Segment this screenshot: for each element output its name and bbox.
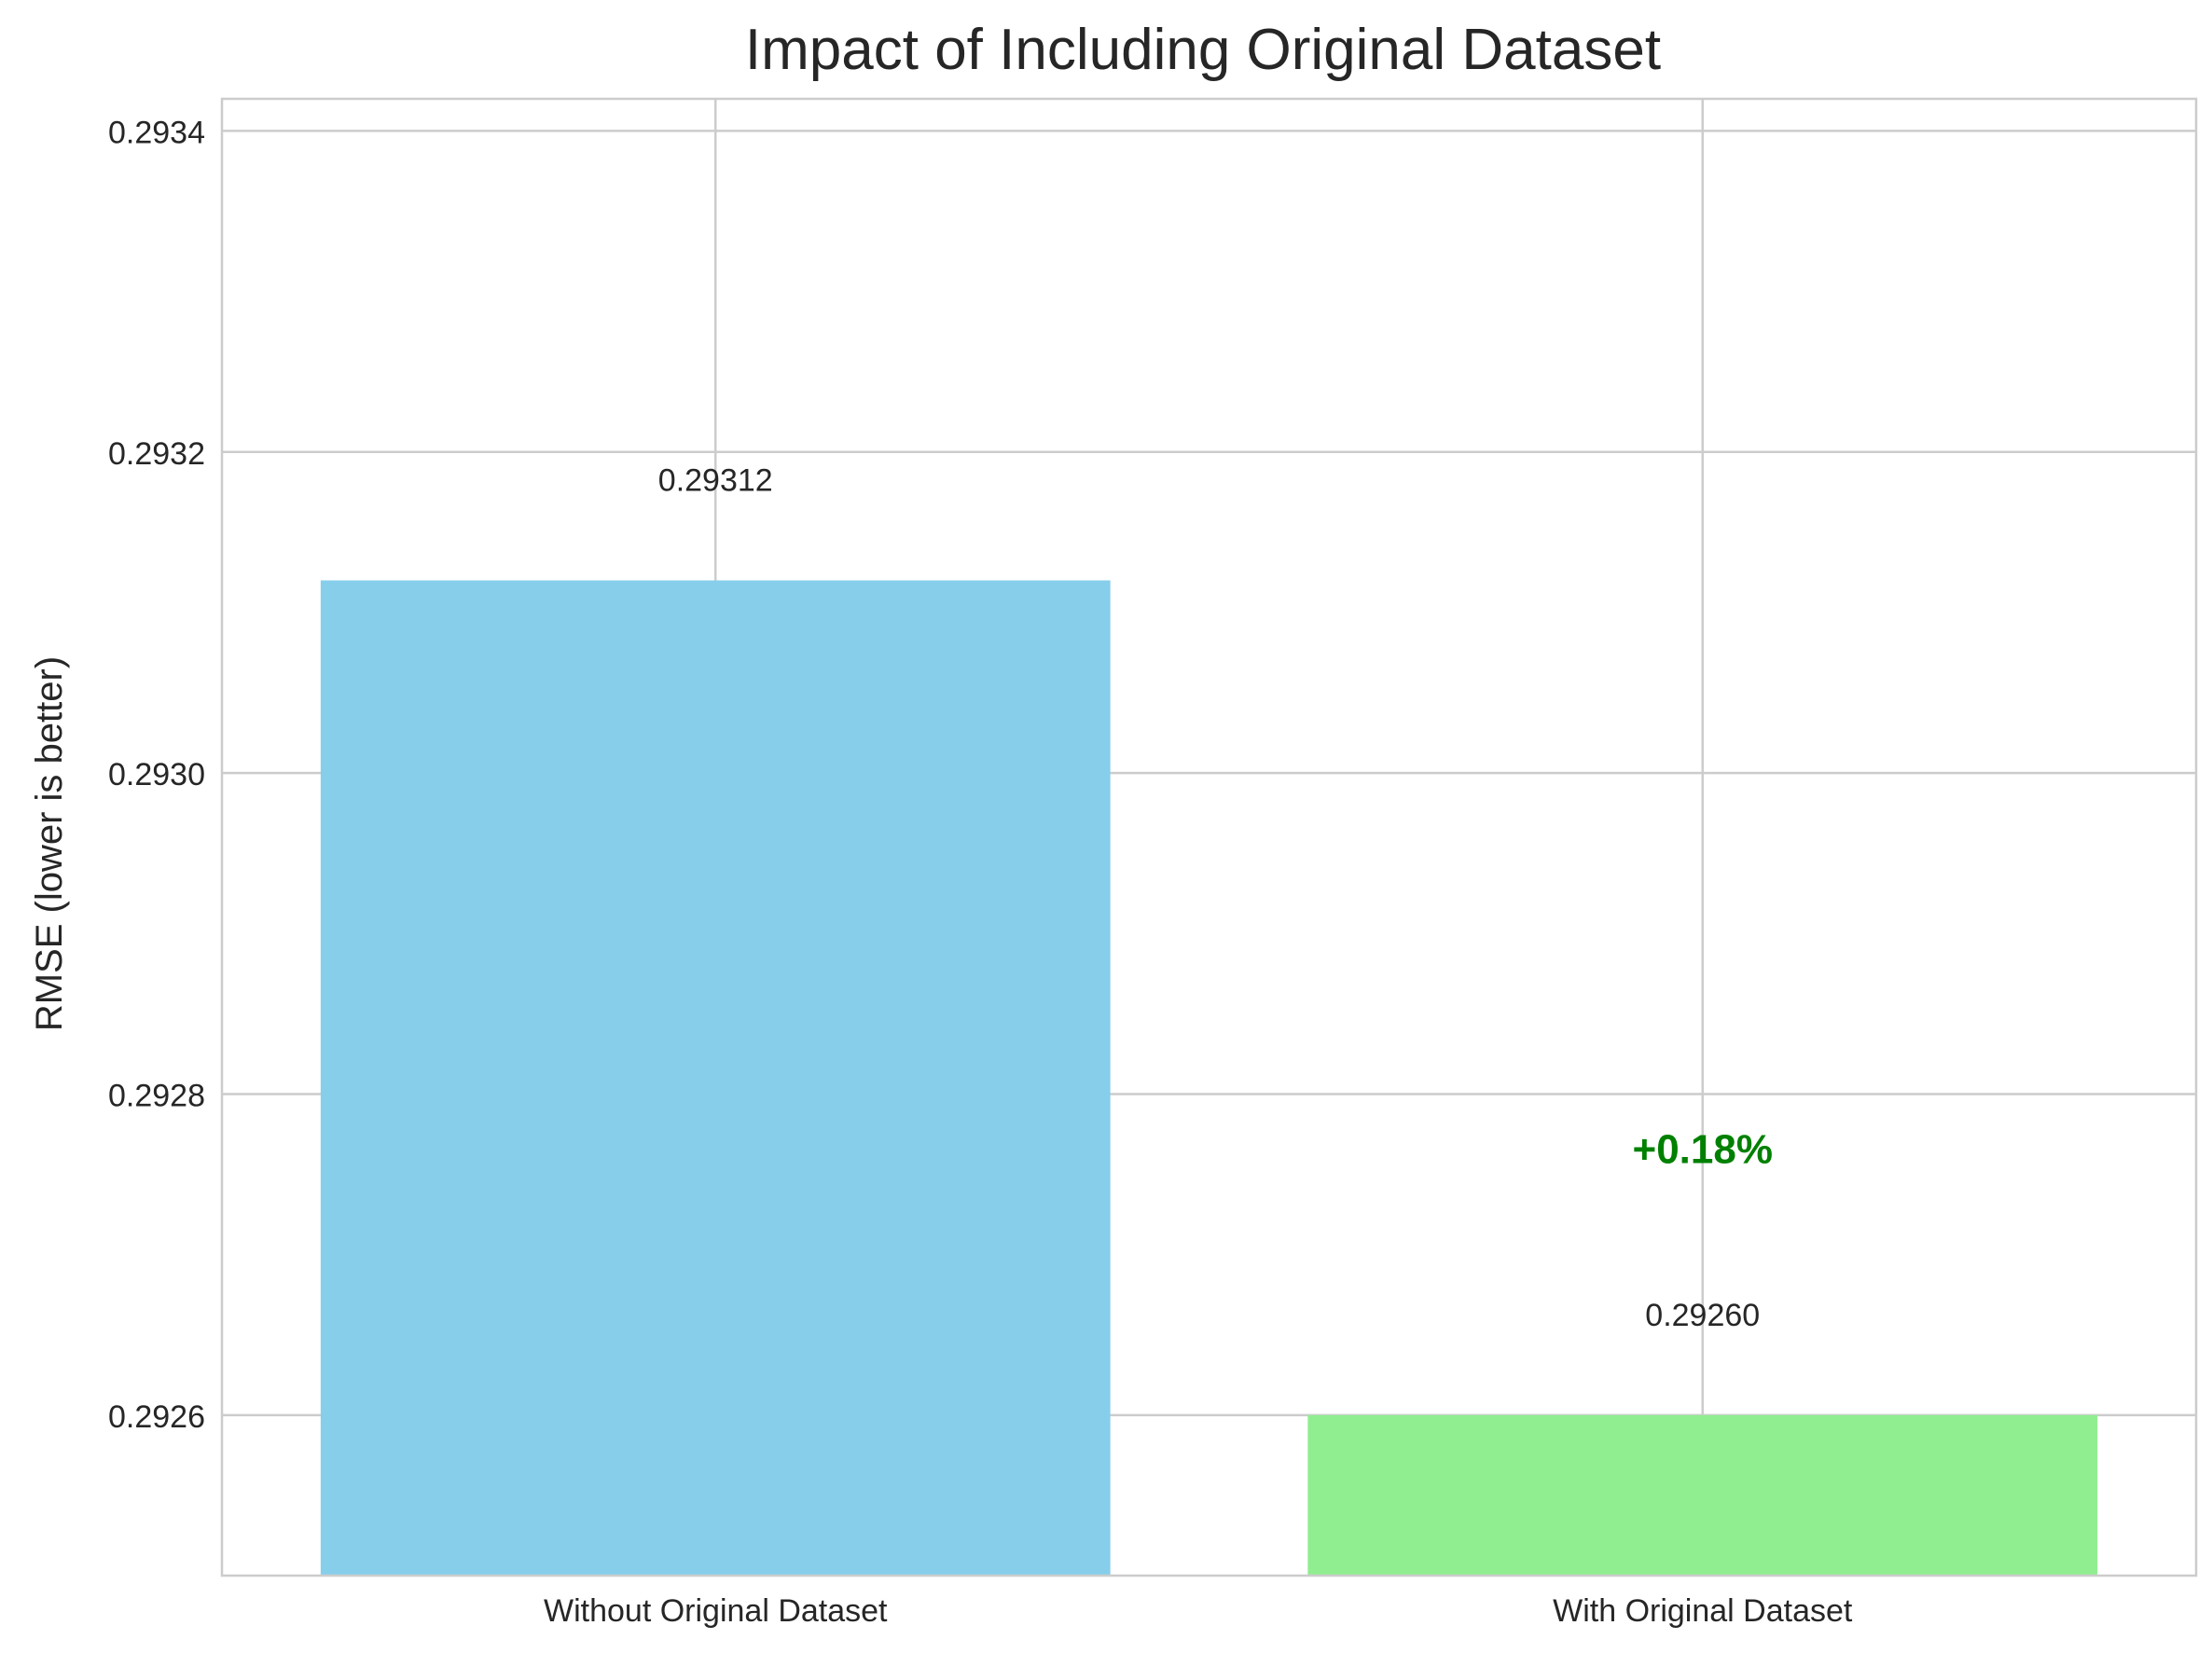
bar [320, 580, 1111, 1576]
chart-title: Impact of Including Original Dataset [745, 18, 1661, 82]
x-tick-label: With Original Dataset [1553, 1593, 1853, 1629]
bar-value-label: 0.29312 [658, 463, 773, 499]
y-axis-label: RMSE (lower is better) [29, 656, 70, 1031]
y-tick-label: 0.2932 [108, 436, 205, 472]
y-tick-label: 0.2926 [108, 1399, 205, 1435]
y-tick-label: 0.2930 [108, 757, 205, 792]
bar [1307, 1414, 2098, 1576]
improvement-annotation: +0.18% [1633, 1126, 1773, 1172]
bar-value-label: 0.29260 [1645, 1298, 1760, 1333]
y-tick-label: 0.2934 [108, 115, 205, 150]
y-tick-label: 0.2928 [108, 1078, 205, 1113]
plot-frame [220, 97, 2198, 1577]
x-tick-label: Without Original Dataset [544, 1593, 888, 1629]
